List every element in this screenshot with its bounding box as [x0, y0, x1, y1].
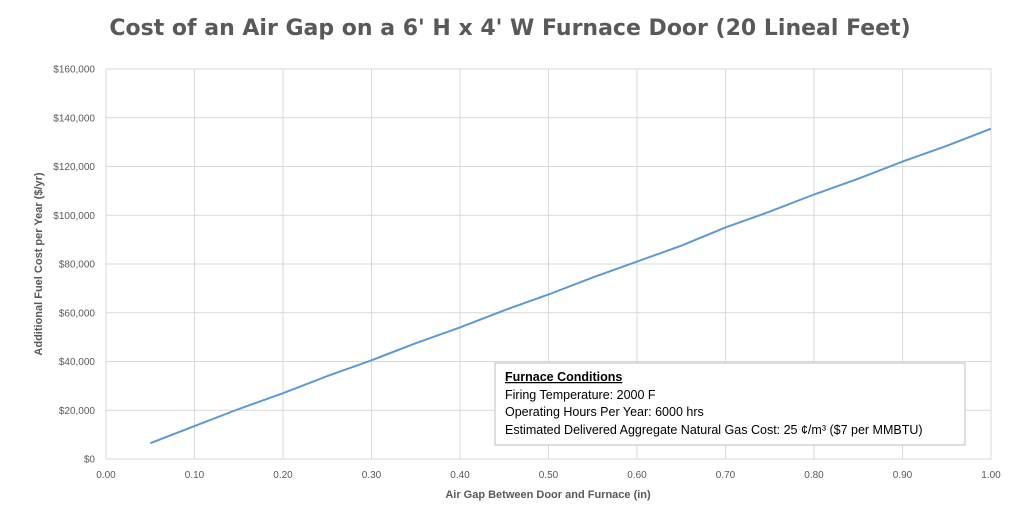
plot-area [105, 68, 992, 460]
x-tick-label: 0.50 [539, 470, 559, 481]
data-point [149, 442, 151, 444]
series-line [149, 127, 992, 445]
annotation-frame [494, 362, 966, 446]
y-axis-ticks: $0 $20,000 $40,000 $60,000 $80,000 $100,000 $1… [53, 65, 95, 466]
x-tick-label: 0.90 [893, 470, 913, 481]
chart-title: Cost of an Air Gap on a 6' H x 4' W Furn… [109, 16, 910, 41]
data-point [459, 326, 461, 328]
x-tick-label: 0.80 [804, 470, 824, 481]
annotation-line-temperature: Firing Temperature: 2000 F [505, 388, 656, 402]
y-tick-label: $60,000 [59, 308, 96, 319]
data-point [371, 359, 373, 361]
data-point [857, 178, 859, 180]
data-point [990, 128, 992, 130]
data-point [725, 226, 727, 228]
x-tick-label: 0.60 [627, 470, 647, 481]
y-tick-label: $100,000 [53, 211, 95, 222]
data-point [238, 408, 240, 410]
x-tick-label: 0.70 [716, 470, 736, 481]
data-point [680, 245, 682, 247]
x-tick-label: 0.20 [273, 470, 293, 481]
annotation-line-hours: Operating Hours Per Year: 6000 hrs [505, 405, 704, 419]
data-point [194, 425, 196, 427]
x-tick-label: 0.10 [185, 470, 205, 481]
furnace-conditions-box: Furnace Conditions Firing Temperature: 2… [494, 362, 966, 446]
y-tick-label: $20,000 [59, 406, 96, 417]
data-point [636, 261, 638, 263]
series-layer [149, 127, 992, 445]
y-tick-label: $140,000 [53, 113, 95, 124]
y-tick-label: $80,000 [59, 260, 96, 271]
data-point [769, 211, 771, 213]
x-tick-label: 0.40 [450, 470, 470, 481]
data-point [592, 276, 594, 278]
data-point [415, 342, 417, 344]
data-point [946, 145, 948, 147]
x-tick-label: 0.00 [96, 470, 116, 481]
data-point [548, 293, 550, 295]
x-tick-label: 1.00 [981, 470, 1001, 481]
y-axis-label: Additional Fuel Cost per Year ($/yr) [33, 172, 45, 356]
data-point [813, 194, 815, 196]
x-axis-ticks: 0.00 0.10 0.20 0.30 0.40 0.50 0.60 0.70 0.80 0.90… [96, 470, 1001, 481]
data-point [902, 161, 904, 163]
x-axis-label: Air Gap Between Door and Furnace (in) [445, 489, 651, 501]
data-point [503, 309, 505, 311]
y-tick-label: $120,000 [53, 162, 95, 173]
y-tick-label: $0 [84, 455, 96, 466]
y-tick-label: $160,000 [53, 65, 95, 76]
data-point [326, 375, 328, 377]
annotation-heading: Furnace Conditions [505, 370, 622, 384]
x-tick-label: 0.30 [362, 470, 382, 481]
data-point [282, 392, 284, 394]
y-tick-label: $40,000 [59, 357, 96, 368]
annotation-line-gas-cost: Estimated Delivered Aggregate Natural Ga… [505, 423, 923, 437]
